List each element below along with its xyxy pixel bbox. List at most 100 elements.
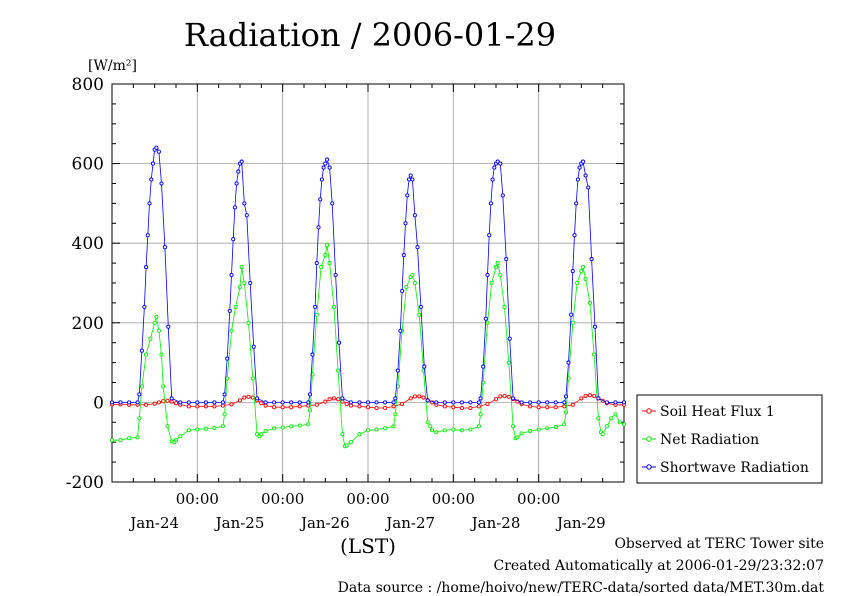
point-net-radiation	[233, 304, 238, 309]
series-layer	[109, 145, 627, 449]
point-net-radiation	[324, 243, 330, 248]
point-soil-heat-flux-1	[502, 393, 507, 399]
point-shortwave-radiation	[490, 177, 495, 182]
point-shortwave-radiation	[507, 336, 512, 341]
point-soil-heat-flux-1	[459, 405, 464, 411]
point-shortwave-radiation	[127, 400, 132, 405]
footer-observed: Observed at TERC Tower site	[614, 536, 824, 552]
point-shortwave-radiation	[186, 400, 191, 405]
point-net-radiation	[173, 438, 179, 443]
y-tick-label: 600	[72, 155, 104, 175]
point-net-radiation	[393, 412, 398, 417]
point-net-radiation	[319, 265, 324, 270]
point-net-radiation	[429, 428, 435, 433]
point-soil-heat-flux-1	[570, 402, 575, 407]
point-net-radiation	[139, 384, 144, 389]
point-net-radiation	[468, 427, 473, 432]
y-tick-label: 800	[72, 75, 104, 95]
point-shortwave-radiation	[316, 225, 321, 230]
point-shortwave-radiation	[365, 400, 371, 405]
point-shortwave-radiation	[459, 400, 464, 405]
point-shortwave-radiation	[313, 304, 318, 309]
point-shortwave-radiation	[327, 165, 332, 170]
point-soil-heat-flux-1	[587, 393, 592, 398]
point-net-radiation	[237, 284, 243, 290]
point-net-radiation	[428, 424, 433, 429]
point-shortwave-radiation	[142, 304, 147, 309]
point-soil-heat-flux-1	[408, 396, 413, 401]
x-day-label: Jan-27	[384, 514, 435, 532]
point-net-radiation	[239, 265, 244, 270]
point-soil-heat-flux-1	[383, 405, 388, 411]
point-net-radiation	[203, 426, 208, 431]
point-shortwave-radiation	[566, 360, 571, 365]
point-shortwave-radiation	[289, 400, 294, 405]
point-soil-heat-flux-1	[242, 395, 247, 400]
point-net-radiation	[137, 416, 142, 421]
point-soil-heat-flux-1	[289, 405, 294, 410]
point-soil-heat-flux-1	[314, 402, 319, 407]
point-shortwave-radiation	[263, 400, 268, 405]
point-soil-heat-flux-1	[536, 405, 541, 410]
point-shortwave-radiation	[195, 400, 200, 405]
point-shortwave-radiation	[244, 213, 249, 218]
point-net-radiation	[528, 429, 533, 434]
point-net-radiation	[289, 424, 294, 429]
point-net-radiation	[506, 360, 511, 365]
point-shortwave-radiation	[212, 400, 217, 405]
point-soil-heat-flux-1	[212, 404, 217, 409]
point-shortwave-radiation	[222, 392, 227, 397]
point-net-radiation	[609, 416, 614, 421]
point-soil-heat-flux-1	[498, 394, 503, 399]
point-shortwave-radiation	[574, 201, 579, 206]
x-tick-time-label: 00:00	[517, 490, 560, 508]
point-net-radiation	[272, 426, 277, 431]
point-soil-heat-flux-1	[229, 402, 234, 407]
point-shortwave-radiation	[383, 400, 388, 405]
point-shortwave-radiation	[481, 364, 486, 369]
point-net-radiation	[515, 435, 520, 440]
point-shortwave-radiation	[592, 324, 598, 329]
point-soil-heat-flux-1	[528, 404, 533, 409]
point-shortwave-radiation	[562, 400, 567, 405]
point-shortwave-radiation	[410, 177, 415, 182]
x-axis: 00:00 00:00 00:00 00:00 00:00 Jan-24 Jan-25 Jan…	[128, 84, 606, 532]
point-net-radiation	[545, 426, 550, 431]
point-net-radiation	[410, 272, 415, 278]
point-net-radiation	[178, 434, 183, 439]
point-net-radiation	[374, 427, 379, 432]
point-net-radiation	[323, 253, 328, 258]
point-shortwave-radiation	[553, 400, 558, 405]
point-shortwave-radiation	[398, 328, 403, 333]
point-soil-heat-flux-1	[272, 405, 277, 410]
point-net-radiation	[306, 422, 311, 427]
point-net-radiation	[212, 425, 217, 430]
legend-marker-net-radiation	[646, 436, 652, 442]
point-shortwave-radiation	[577, 165, 582, 170]
point-net-radiation	[229, 328, 234, 333]
x-day-label: Jan-26	[299, 514, 350, 532]
point-shortwave-radiation	[511, 396, 516, 401]
legend-marker-shortwave-radiation	[646, 464, 652, 470]
point-shortwave-radiation	[483, 316, 488, 321]
point-soil-heat-flux-1	[592, 393, 597, 399]
point-net-radiation	[587, 300, 592, 305]
point-shortwave-radiation	[137, 392, 142, 397]
point-net-radiation	[144, 352, 149, 357]
point-soil-heat-flux-1	[545, 405, 550, 410]
point-soil-heat-flux-1	[220, 403, 225, 408]
point-soil-heat-flux-1	[306, 403, 311, 408]
point-net-radiation	[442, 428, 447, 433]
point-net-radiation	[580, 265, 586, 270]
point-soil-heat-flux-1	[485, 401, 490, 407]
point-shortwave-radiation	[319, 177, 324, 182]
point-shortwave-radiation	[536, 400, 541, 405]
point-net-radiation	[425, 420, 430, 425]
footer-created: Created Automatically at 2006-01-29/23:3…	[493, 558, 824, 574]
point-shortwave-radiation	[498, 161, 503, 166]
point-soil-heat-flux-1	[195, 404, 200, 409]
point-soil-heat-flux-1	[336, 397, 341, 402]
legend-marker-soil-heat-flux-1	[646, 408, 652, 414]
point-shortwave-radiation	[589, 257, 594, 262]
